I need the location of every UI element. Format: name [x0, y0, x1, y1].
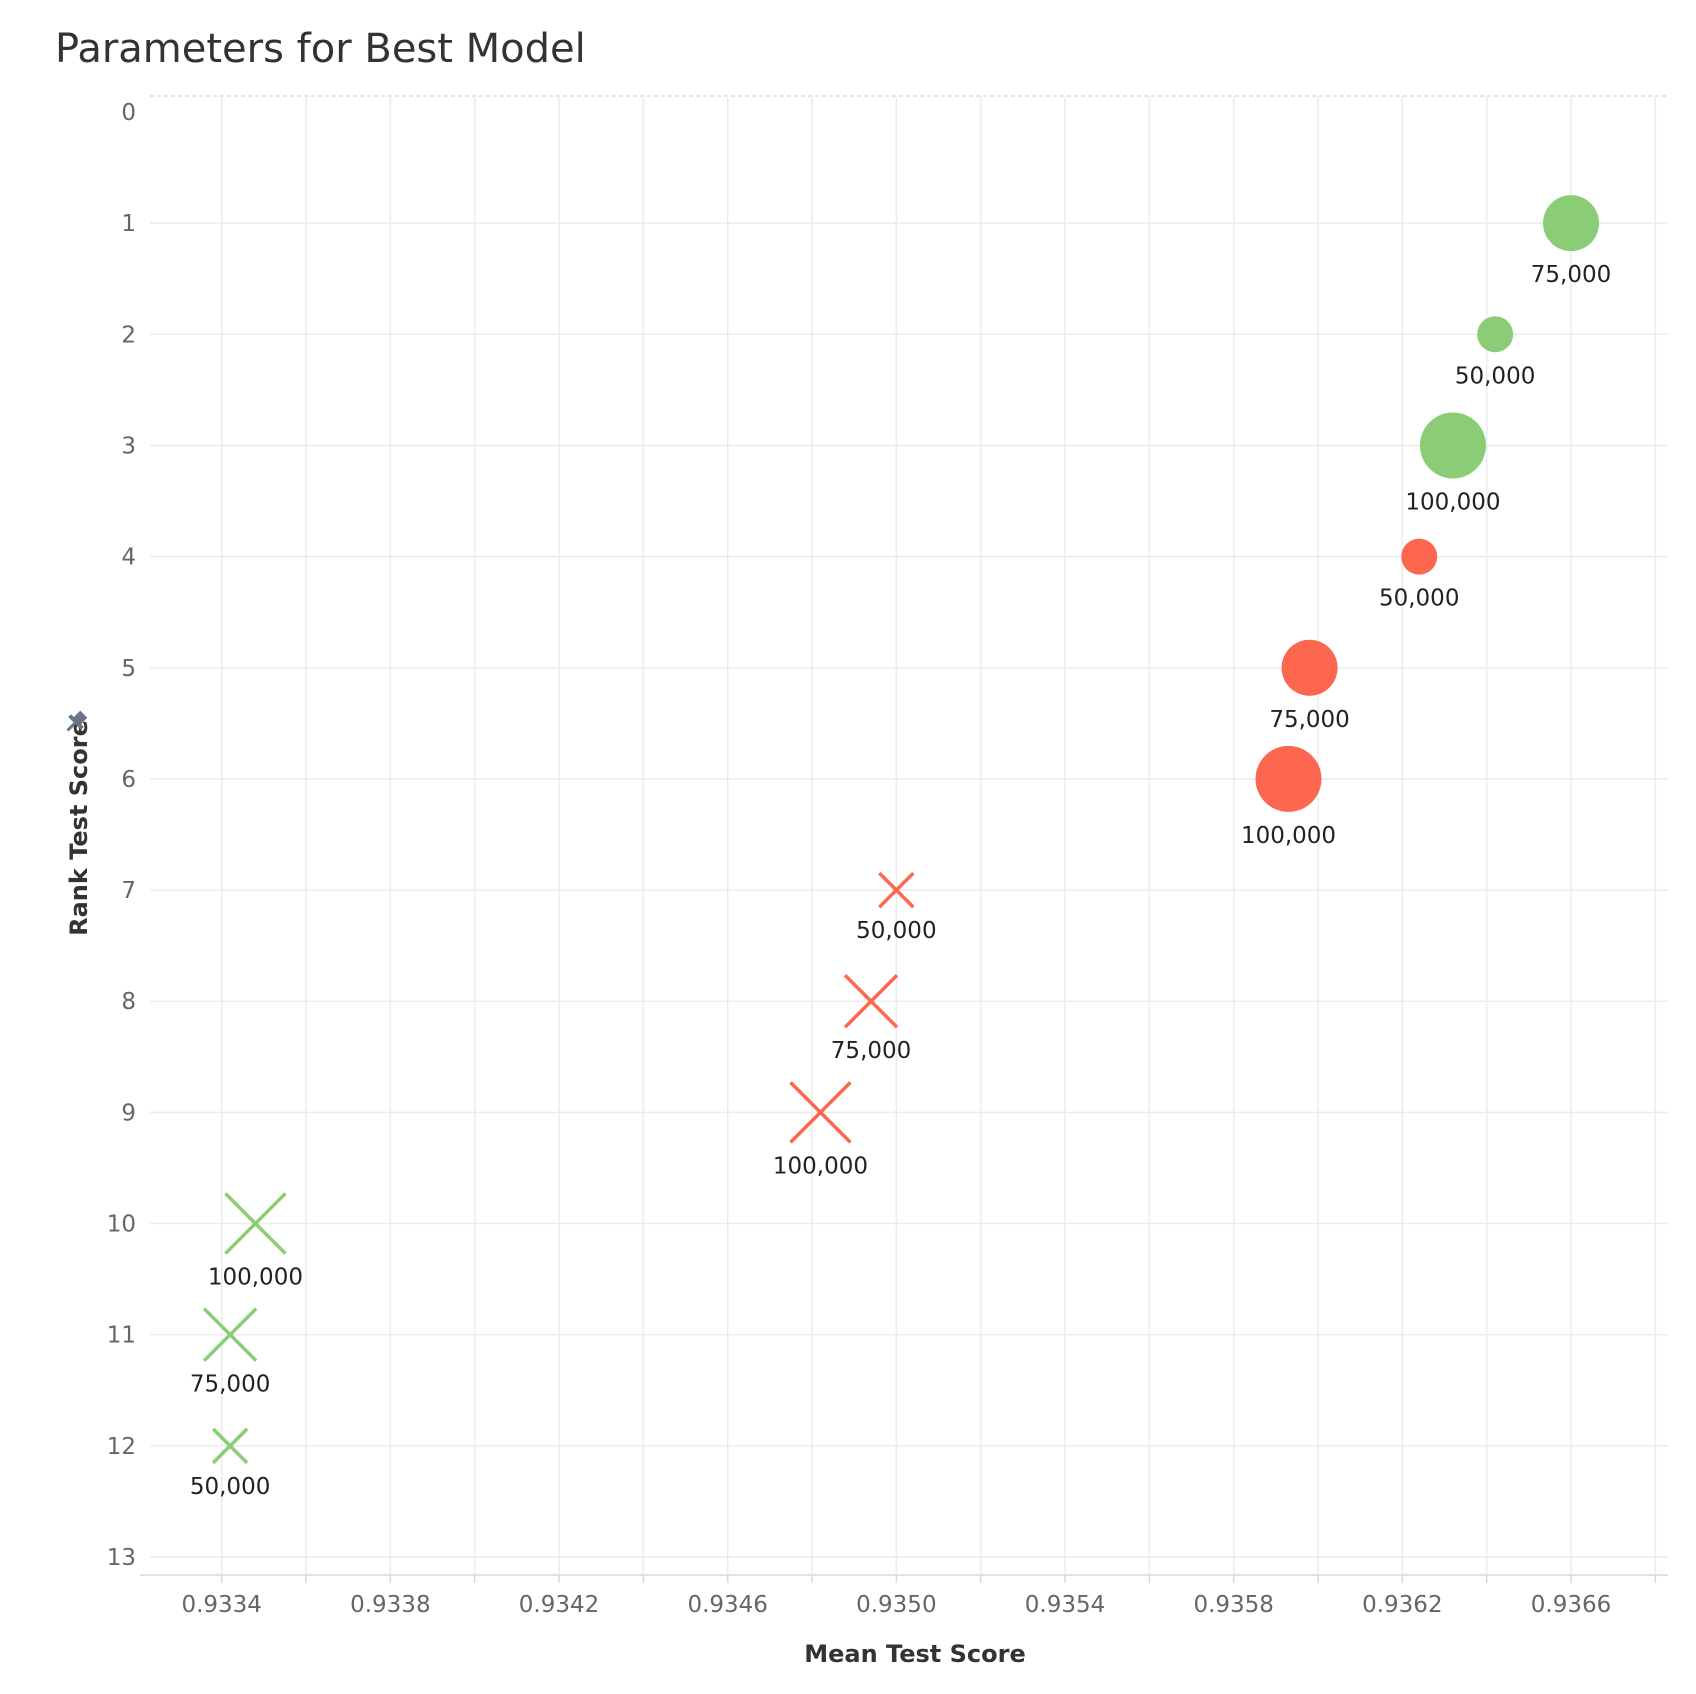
data-label: 100,000 — [208, 1265, 303, 1291]
data-point: 50,000 — [1379, 538, 1459, 612]
point-x-stroke — [202, 1307, 258, 1362]
y-tick-label: 3 — [121, 433, 136, 459]
data-label: 100,000 — [773, 1153, 868, 1179]
y-axis-label: Rank Test Score — [65, 720, 93, 936]
data-label: 75,000 — [190, 1372, 270, 1398]
y-tick-label: 8 — [121, 989, 136, 1015]
point-x-stroke — [878, 871, 915, 909]
data-point: 50,000 — [190, 1427, 270, 1500]
data-point: 100,000 — [1241, 745, 1336, 849]
point-circle — [1543, 195, 1600, 252]
point-circle — [1255, 745, 1322, 812]
x-tick-label: 0.9342 — [519, 1592, 599, 1618]
point-circle — [1281, 639, 1338, 696]
y-tick-label: 5 — [121, 656, 136, 682]
x-axis-ticks: 0.9334 0.9338 0.9342 0.9346 0.9350 0.9354 0.93… — [181, 1592, 1611, 1618]
data-point: 100,000 — [773, 1081, 868, 1179]
data-label: 50,000 — [1379, 586, 1459, 612]
y-tick-label: 9 — [121, 1100, 136, 1126]
data-label: 75,000 — [831, 1038, 911, 1064]
y-tick-label: 6 — [121, 767, 136, 793]
point-x-stroke — [789, 1081, 852, 1144]
y-tick-label: 12 — [107, 1434, 136, 1460]
data-label: 50,000 — [190, 1474, 270, 1500]
data-point: 75,000 — [190, 1307, 270, 1398]
x-tick-label: 0.9346 — [687, 1592, 767, 1618]
data-point: 50,000 — [856, 871, 937, 944]
y-axis-title: Rank Test Score — [65, 720, 93, 936]
x-tick-label: 0.9354 — [1025, 1592, 1105, 1618]
x-tick-label: 0.9366 — [1531, 1592, 1611, 1618]
point-circle — [1477, 316, 1514, 353]
data-points: 75,000 50,000 100,000 50,000 75,000 100,000 50… — [190, 195, 1611, 1500]
y-tick-label: 1 — [121, 211, 136, 237]
point-x-stroke — [224, 1192, 287, 1255]
y-tick-label: 2 — [121, 322, 136, 348]
data-label: 75,000 — [1531, 262, 1611, 288]
data-point: 100,000 — [1405, 412, 1501, 515]
y-tick-label: 0 — [121, 100, 136, 126]
chart-title: Parameters for Best Model — [55, 26, 586, 72]
data-label: 100,000 — [1241, 823, 1336, 849]
point-circle — [1419, 412, 1486, 479]
x-tick-label: 0.9350 — [856, 1592, 936, 1618]
x-tick-label: 0.9358 — [1193, 1592, 1273, 1618]
data-label: 75,000 — [1269, 707, 1349, 733]
data-point: 75,000 — [831, 973, 911, 1064]
x-axis-label: Mean Test Score — [804, 1640, 1025, 1668]
y-tick-label: 4 — [121, 545, 136, 571]
data-point: 75,000 — [1531, 195, 1611, 288]
x-tick-label: 0.9338 — [350, 1592, 430, 1618]
y-tick-label: 11 — [107, 1323, 136, 1349]
y-tick-label: 10 — [107, 1212, 136, 1238]
data-label: 50,000 — [1455, 363, 1535, 389]
point-x-stroke — [211, 1427, 249, 1465]
y-tick-label: 13 — [107, 1545, 136, 1571]
data-point: 75,000 — [1269, 639, 1350, 733]
x-tick-label: 0.9334 — [181, 1592, 261, 1618]
data-point: 50,000 — [1455, 316, 1535, 389]
grid-lines — [140, 95, 1668, 1583]
data-label: 50,000 — [856, 918, 936, 944]
data-label: 100,000 — [1405, 489, 1500, 515]
data-point: 100,000 — [208, 1192, 303, 1291]
x-tick-label: 0.9362 — [1362, 1592, 1442, 1618]
y-tick-label: 7 — [121, 878, 136, 904]
point-circle — [1401, 538, 1438, 575]
point-x-stroke — [843, 973, 899, 1029]
